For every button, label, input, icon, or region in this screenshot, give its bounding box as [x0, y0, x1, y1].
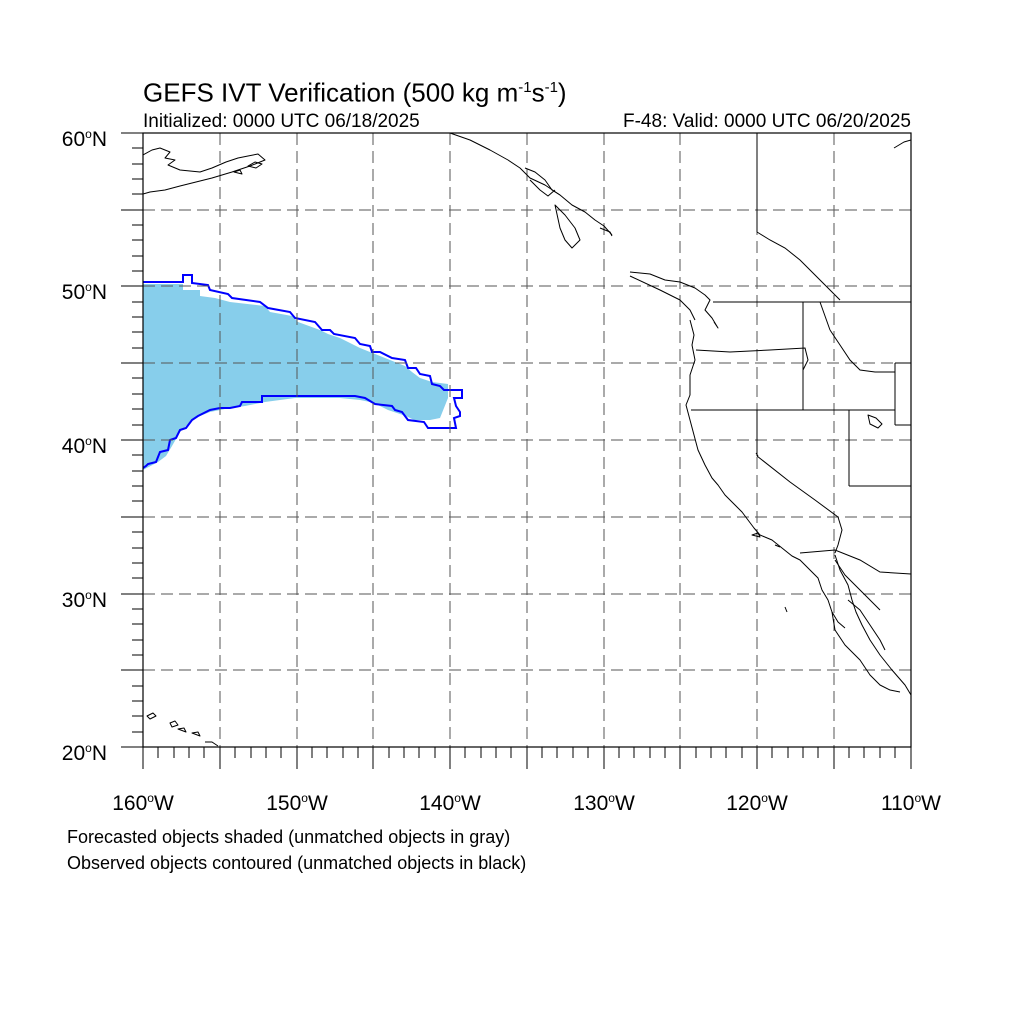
map-title: GEFS IVT Verification (500 kg m-1s-1)	[143, 77, 567, 108]
graticule-grid	[143, 133, 911, 747]
lon-label-120w: 120oW	[726, 791, 788, 815]
lon-label-150w: 150oW	[266, 791, 328, 815]
lat-label-60n: 60oN	[61, 127, 107, 151]
lon-label-140w: 140oW	[419, 791, 481, 815]
forecast-object-shading	[143, 284, 448, 470]
initialized-label: Initialized: 0000 UTC 06/18/2025	[143, 111, 420, 132]
valid-time-label: F-48: Valid: 0000 UTC 06/20/2025	[623, 111, 911, 132]
lat-label-30n: 30oN	[61, 588, 107, 612]
lon-label-110w: 110oW	[881, 791, 941, 815]
map-frame	[142, 132, 912, 748]
lon-label-130w: 130oW	[573, 791, 635, 815]
legend-forecast-note: Forecasted objects shaded (unmatched obj…	[67, 827, 511, 847]
state-borders	[691, 133, 911, 575]
lon-label-160w: 160oW	[112, 791, 174, 815]
observed-object-contour	[142, 274, 463, 469]
coastlines	[143, 133, 911, 747]
legend-observed-note: Observed objects contoured (unmatched ob…	[67, 853, 527, 873]
axis-ticks	[121, 132, 912, 769]
lat-label-50n: 50oN	[61, 280, 107, 304]
lat-label-20n: 20oN	[61, 741, 107, 765]
lat-label-40n: 40oN	[61, 434, 107, 458]
